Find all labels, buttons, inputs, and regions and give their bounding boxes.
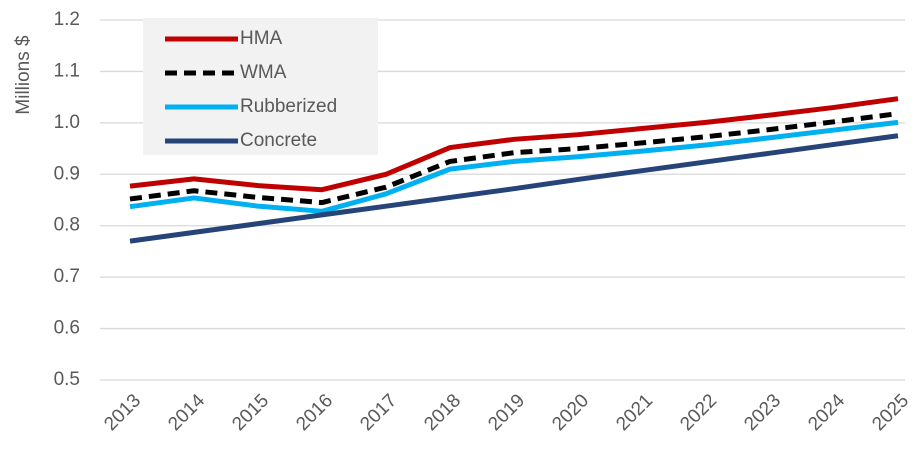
y-tick-label: 0.5 [54,369,80,390]
x-tick-label: 2015 [228,390,273,435]
y-tick-label: 1.1 [54,60,80,81]
y-axis-label: Millions $ [13,35,34,115]
line-series [129,111,899,206]
x-tick-label: 2017 [356,390,401,435]
line-series [129,119,899,214]
x-tick-label: 2014 [164,390,209,435]
x-tick-label: 2013 [100,390,145,435]
x-tick-label: 2021 [612,390,657,435]
x-tick-label: 2018 [420,390,465,435]
line-series [129,133,899,244]
y-tick-label: 1.2 [54,9,80,30]
x-tick-label: 2024 [804,390,849,435]
x-tick-label: 2025 [868,390,913,435]
y-tick-label: 0.9 [54,163,80,184]
legend-label: WMA [240,62,287,83]
x-tick-label: 2023 [740,390,785,435]
legend-label: Concrete [240,130,317,151]
y-tick-label: 0.6 [54,318,80,339]
x-tick-label: 2016 [292,390,337,435]
x-tick-label: 2022 [676,390,721,435]
line-series [129,96,899,193]
y-tick-label: 0.8 [54,215,80,236]
x-tick-label: 2020 [548,390,593,435]
y-tick-label: 0.7 [54,266,80,287]
legend-label: HMA [240,28,283,49]
x-tick-label: 2019 [484,390,529,435]
legend-label: Rubberized [240,96,337,117]
y-tick-label: 1.0 [54,112,80,133]
